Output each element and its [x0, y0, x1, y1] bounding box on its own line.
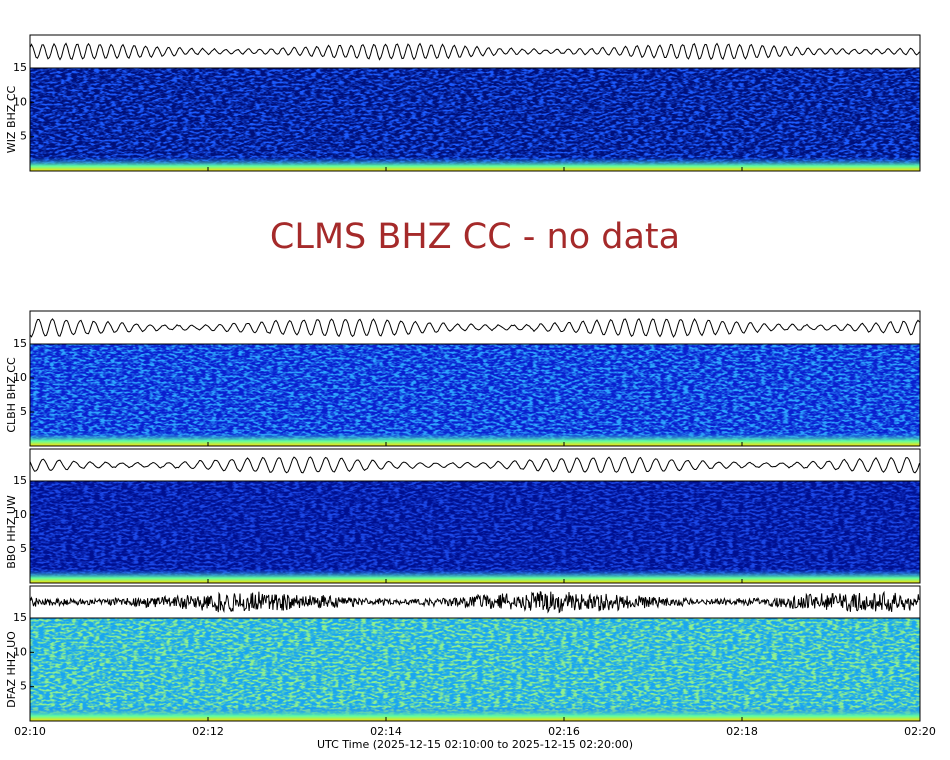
y-tick-label: 15 — [13, 611, 27, 624]
y-tick-label: 10 — [13, 508, 27, 521]
low-frequency-band — [30, 157, 920, 171]
spectrogram-speckle — [30, 344, 920, 446]
waveform — [29, 590, 920, 614]
waveform — [29, 456, 920, 474]
y-tick-label: 5 — [20, 542, 27, 555]
spectrogram-speckle — [30, 618, 920, 721]
y-tick-label: 15 — [13, 474, 27, 487]
x-axis-label: UTC Time (2025-12-15 02:10:00 to 2025-12… — [317, 738, 633, 751]
panel-label: CLBH BHZ CC — [5, 357, 18, 433]
x-tick-label: 02:10 — [14, 725, 46, 738]
low-frequency-band — [30, 432, 920, 446]
spectrogram-frame — [29, 343, 921, 447]
spectrogram-frame — [29, 67, 921, 172]
panel-label: WIZ BHZ CC — [5, 86, 18, 154]
y-tick-label: 15 — [13, 337, 27, 350]
spectrogram-frame — [29, 617, 921, 722]
waveform — [29, 318, 920, 338]
y-tick-label: 15 — [13, 61, 27, 74]
y-tick-label: 10 — [13, 95, 27, 108]
y-tick-label: 10 — [13, 371, 27, 384]
waveform-frame — [29, 34, 921, 69]
spectrogram-speckle — [30, 481, 920, 583]
panel-label: BBO HHZ UW — [5, 495, 18, 569]
y-tick-label: 5 — [20, 130, 27, 143]
waveform-frame — [29, 585, 921, 619]
no-data-message: CLMS BHZ CC - no data — [270, 217, 680, 257]
x-tick-label: 02:16 — [548, 725, 580, 738]
waveform-frame — [29, 448, 921, 482]
y-tick-label: 5 — [20, 405, 27, 418]
x-tick-label: 02:12 — [192, 725, 224, 738]
panel-label: DFAZ HHZ UO — [5, 631, 18, 708]
low-frequency-band — [30, 707, 920, 721]
spectrogram-speckle — [30, 68, 920, 171]
x-tick-label: 02:18 — [726, 725, 758, 738]
x-tick-label: 02:14 — [370, 725, 402, 738]
spectrogram-frame — [29, 480, 921, 584]
low-frequency-band — [30, 569, 920, 583]
y-tick-label: 5 — [20, 680, 27, 693]
y-tick-label: 10 — [13, 645, 27, 658]
waveform — [29, 42, 920, 61]
x-tick-label: 02:20 — [904, 725, 936, 738]
